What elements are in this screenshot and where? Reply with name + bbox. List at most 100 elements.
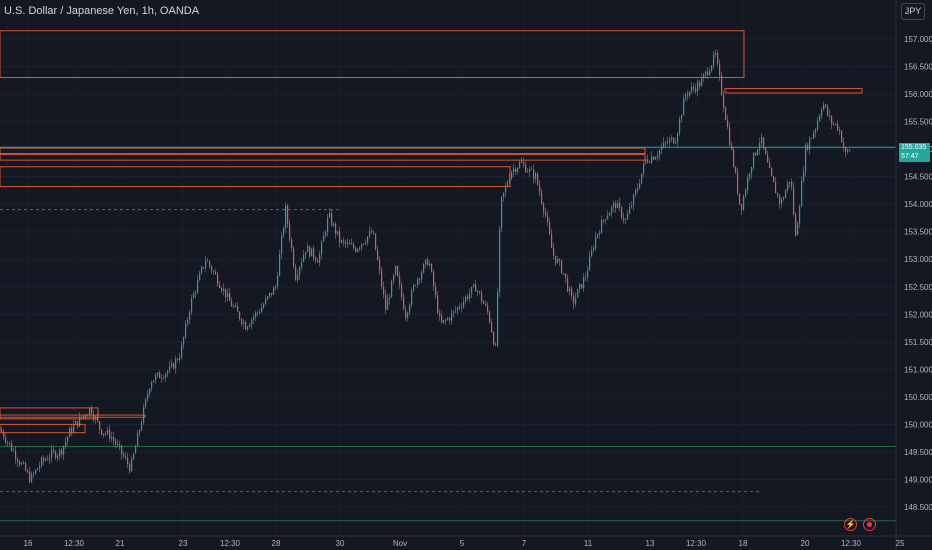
candle-body (59, 449, 61, 456)
candle-body (301, 261, 303, 268)
candle-body (311, 248, 313, 257)
candle-body (359, 247, 361, 249)
candle-body (351, 243, 353, 245)
candle-body (701, 78, 703, 87)
candle-body (413, 285, 415, 291)
candle-body (129, 464, 131, 472)
y-tick-label: 152.000 (904, 310, 932, 319)
candle-body (255, 312, 257, 317)
candle-body (257, 312, 259, 314)
candle-body (393, 275, 395, 281)
candle-body (569, 288, 571, 292)
candle-body (261, 307, 263, 313)
candle-body (751, 167, 753, 174)
candle-body (469, 293, 471, 299)
candle-body (211, 266, 213, 272)
y-tick-label: 150.500 (904, 393, 932, 402)
candle-body (495, 344, 497, 346)
candle-body (605, 219, 607, 220)
candle-body (155, 375, 157, 381)
x-tick-label: 12:30 (841, 539, 862, 548)
currency-button[interactable]: JPY (901, 3, 925, 20)
candle-body (397, 266, 399, 277)
candle-body (3, 431, 5, 438)
candle-body (215, 271, 217, 275)
candle-body (65, 441, 67, 446)
candle-body (547, 215, 549, 222)
candle-body (33, 473, 35, 475)
candle-body (91, 407, 93, 414)
candle-body (655, 157, 657, 160)
supply-demand-zone (0, 154, 646, 161)
candle-body (827, 106, 829, 115)
candle-body (1, 429, 3, 432)
candle-body (323, 235, 325, 242)
candle-body (435, 286, 437, 296)
y-tick-label: 148.500 (904, 503, 932, 512)
x-tick-label: 12:30 (64, 539, 85, 548)
candle-body (533, 169, 535, 179)
candle-body (107, 429, 109, 434)
candle-body (399, 276, 401, 285)
candle-body (139, 429, 141, 434)
candle-body (465, 296, 467, 302)
record-icon[interactable] (863, 518, 876, 531)
candle-body (819, 115, 821, 121)
candle-body (309, 246, 311, 257)
candle-body (55, 451, 57, 459)
candle-body (429, 263, 431, 266)
candle-body (233, 306, 235, 308)
candle-body (251, 319, 253, 325)
candle-body (493, 332, 495, 345)
candle-body (607, 215, 609, 220)
candle-body (123, 454, 125, 457)
candle-body (181, 345, 183, 358)
y-tick-label: 149.500 (904, 448, 932, 457)
x-tick-label: 16 (24, 539, 33, 548)
candle-body (567, 278, 569, 292)
candle-body (381, 270, 383, 287)
candle-body (375, 233, 377, 250)
candle-body (187, 319, 189, 324)
candle-body (5, 437, 7, 443)
candle-body (137, 433, 139, 447)
x-tick-label: 28 (272, 539, 281, 548)
candle-body (247, 326, 249, 330)
candle-body (183, 337, 185, 346)
candle-body (325, 232, 327, 236)
candle-body (685, 94, 687, 99)
y-tick-label: 151.500 (904, 338, 932, 347)
supply-demand-zone (0, 414, 146, 418)
candle-body (133, 453, 135, 460)
candle-body (315, 257, 317, 261)
candle-body (787, 183, 789, 191)
candle-body (715, 53, 717, 55)
candle-body (545, 212, 547, 216)
candle-body (673, 137, 675, 144)
candle-body (231, 300, 233, 307)
candle-body (543, 203, 545, 213)
candle-body (753, 152, 755, 168)
candle-body (329, 212, 331, 218)
candle-body (733, 149, 735, 167)
candle-body (253, 316, 255, 320)
candle-body (459, 307, 461, 309)
candle-body (575, 297, 577, 304)
candle-body (239, 311, 241, 320)
candle-body (249, 324, 251, 327)
candle-body (19, 461, 21, 465)
candle-body (503, 192, 505, 197)
candle-body (169, 366, 171, 372)
candle-body (419, 278, 421, 280)
candle-body (87, 414, 89, 417)
candle-body (275, 286, 277, 288)
candle-body (477, 291, 479, 293)
x-tick-label: 30 (336, 539, 345, 548)
candle-body (489, 311, 491, 323)
supply-demand-zone (0, 30, 745, 79)
candle-body (839, 129, 841, 131)
candle-body (431, 263, 433, 272)
lightning-icon[interactable]: ⚡ (844, 518, 857, 531)
candle-body (43, 457, 45, 461)
